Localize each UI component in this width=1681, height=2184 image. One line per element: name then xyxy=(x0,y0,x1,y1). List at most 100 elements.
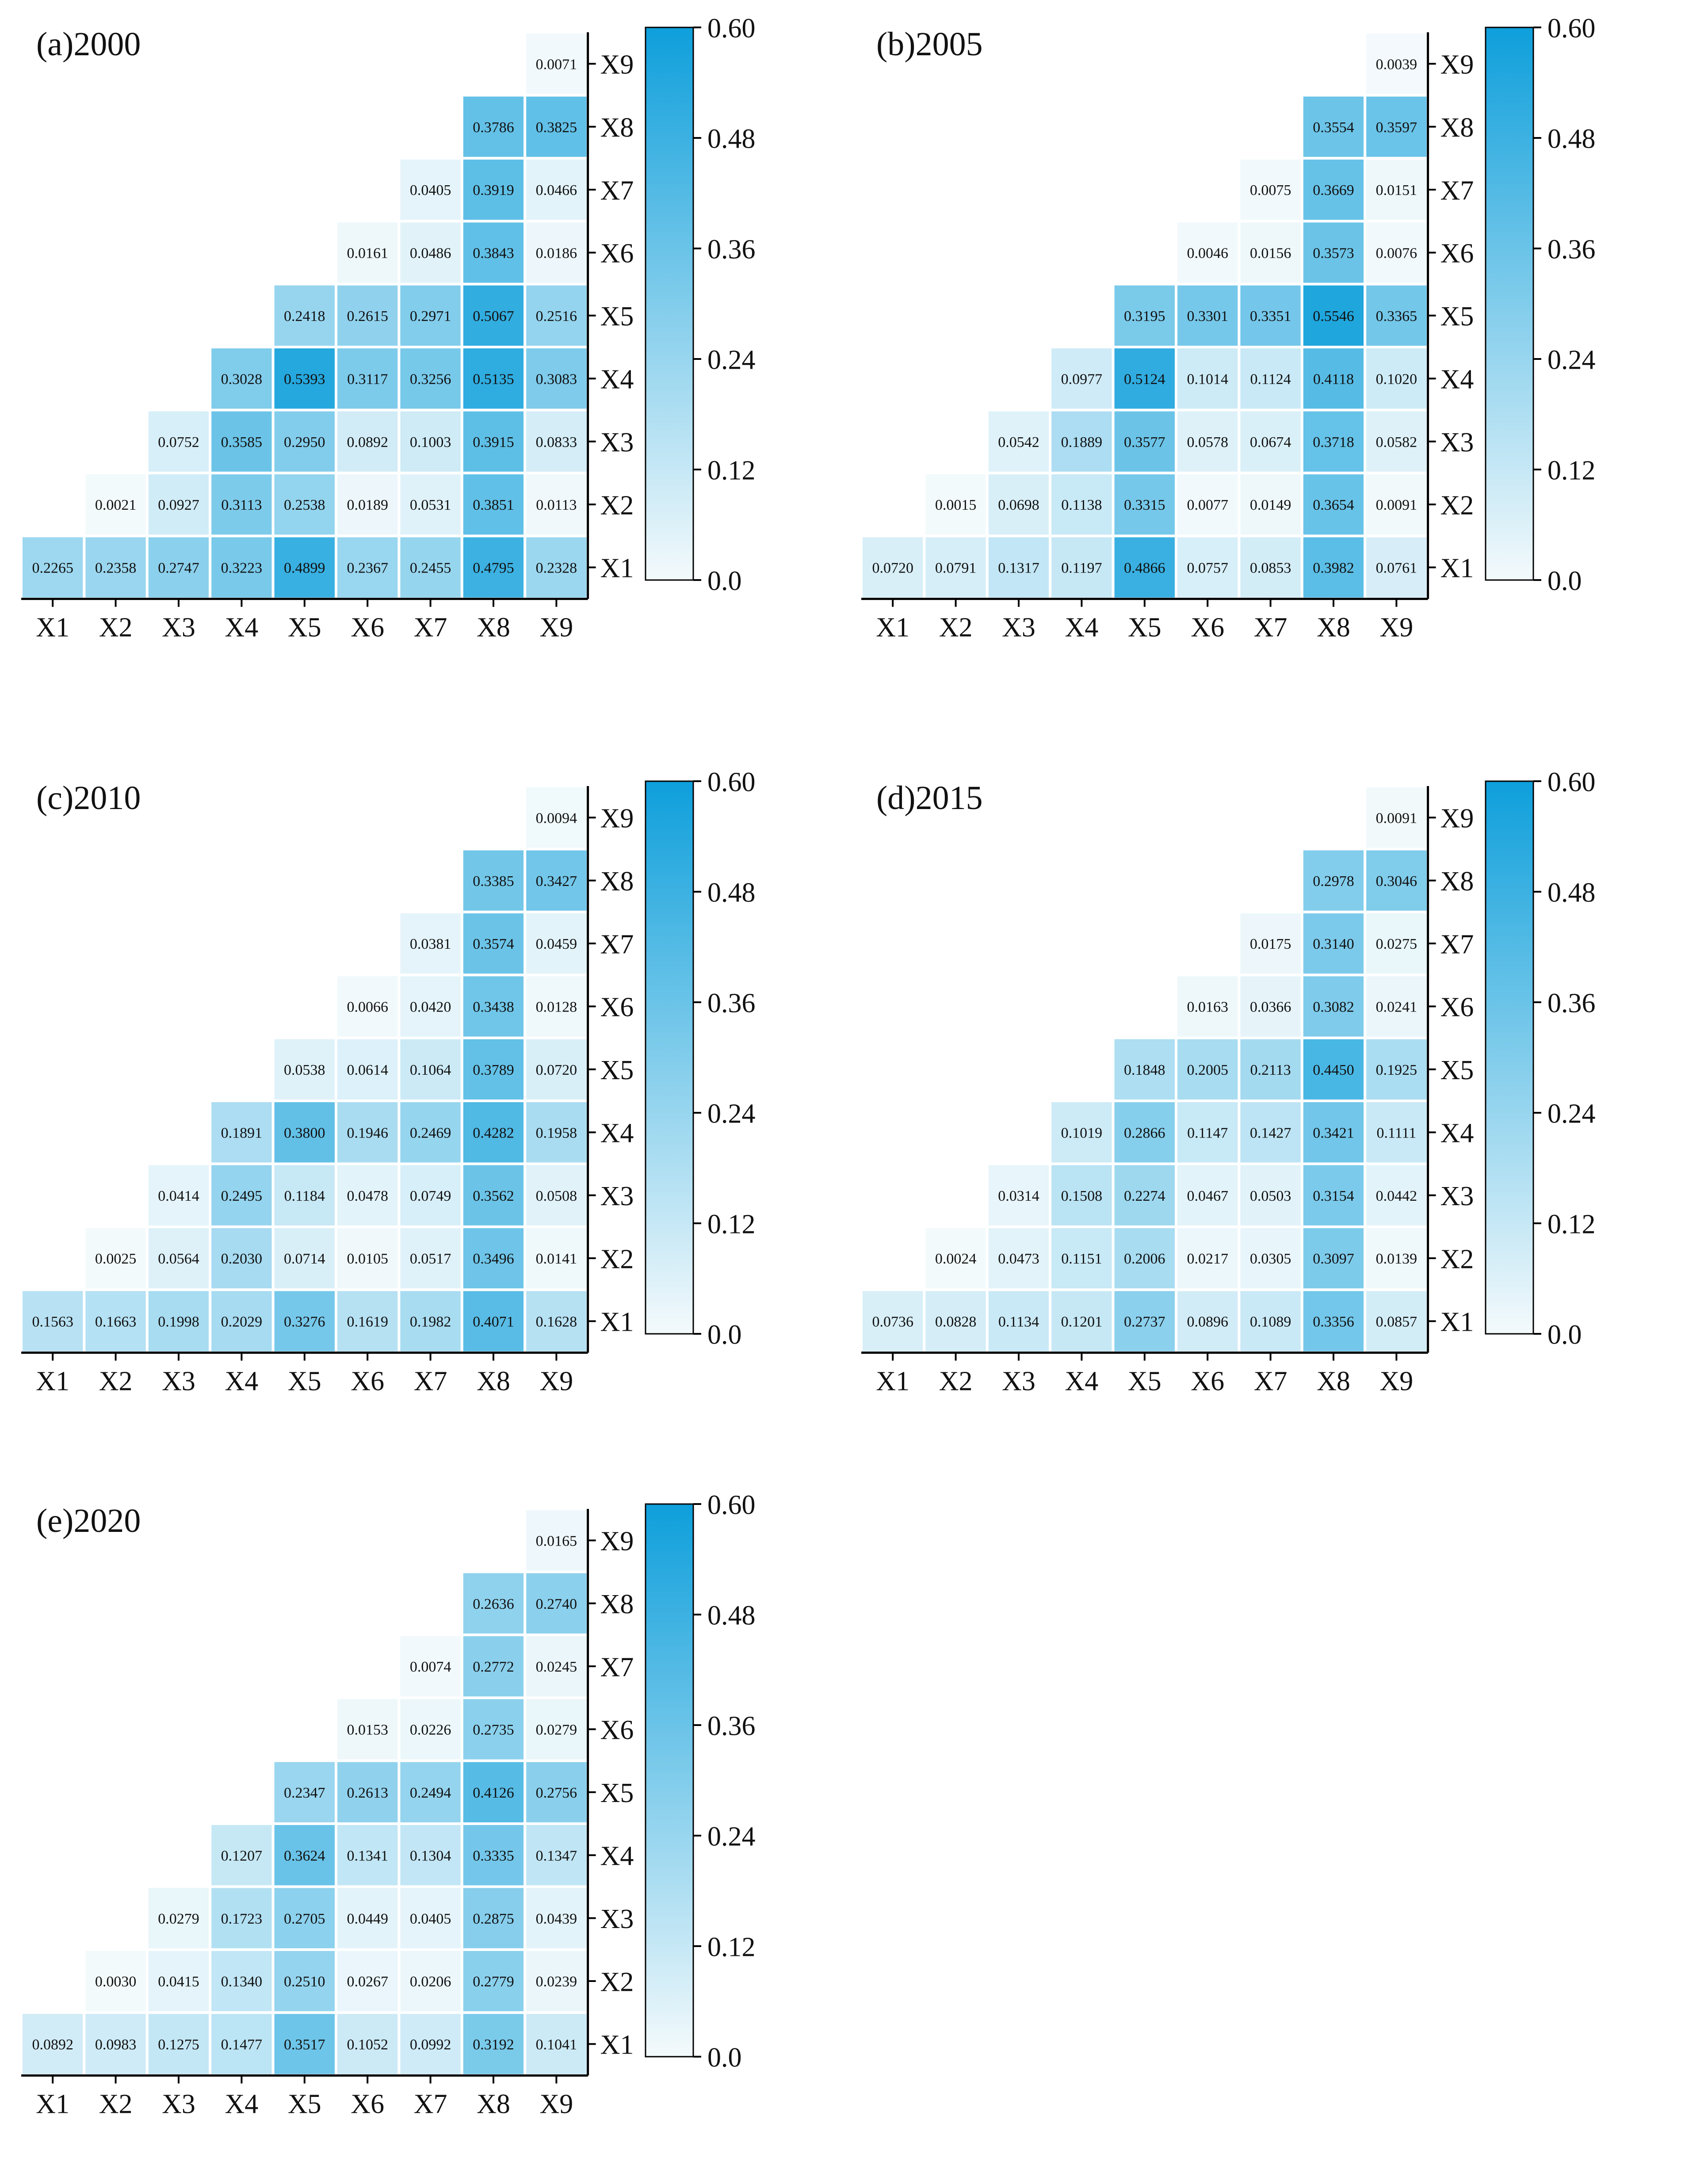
cell-value-label: 0.1124 xyxy=(1250,371,1291,387)
x-tick-label: X2 xyxy=(99,1367,133,1397)
cell-value-label: 0.3356 xyxy=(1313,1314,1354,1330)
y-tick-label: X3 xyxy=(600,1904,634,1934)
cell-value-label: 0.0927 xyxy=(158,497,199,513)
heatmap-cell xyxy=(397,1822,463,1888)
x-tick-label: X4 xyxy=(225,613,259,643)
heatmap-cell xyxy=(460,1225,527,1291)
cell-value-label: 0.0105 xyxy=(347,1251,388,1267)
cell-value-label: 0.3223 xyxy=(221,560,263,577)
cell-value-label: 0.3097 xyxy=(1313,1251,1354,1267)
cell-value-label: 0.2469 xyxy=(410,1125,451,1141)
cell-value-label: 0.0186 xyxy=(536,245,577,262)
cell-value-label: 0.3669 xyxy=(1313,182,1354,199)
colorbar-tick-label: 0.24 xyxy=(1547,345,1596,375)
cell-value-label: 0.3192 xyxy=(473,2037,514,2053)
heatmap-cell xyxy=(1049,1162,1115,1228)
y-tick-label: X7 xyxy=(1440,176,1474,206)
heatmap-cell xyxy=(335,346,401,412)
y-tick-label: X8 xyxy=(600,1589,634,1619)
heatmap-cell xyxy=(460,535,527,600)
cell-value-label: 0.0486 xyxy=(410,245,451,262)
cell-value-label: 0.0992 xyxy=(410,2037,451,2053)
y-tick-label: X4 xyxy=(1440,365,1474,395)
colorbar-gradient xyxy=(645,1503,694,2058)
cell-value-label: 0.3554 xyxy=(1313,119,1354,136)
cell-value-label: 0.0439 xyxy=(536,1911,577,1927)
cell-value-label: 0.0077 xyxy=(1187,497,1228,513)
heatmap-cell xyxy=(209,2011,275,2077)
cell-value-label: 0.3351 xyxy=(1250,308,1291,325)
cell-value-label: 0.0752 xyxy=(158,434,199,451)
panel-title: (d)2015 xyxy=(876,779,983,817)
heatmap-cell xyxy=(1175,974,1241,1039)
x-tick-label: X7 xyxy=(414,2089,447,2119)
cell-value-label: 0.2455 xyxy=(410,560,451,577)
colorbar-tick-label: 0.24 xyxy=(707,1099,756,1129)
heatmap-cell xyxy=(986,409,1052,474)
y-tick-label: X9 xyxy=(1440,804,1474,834)
heatmap-cell xyxy=(1300,157,1367,223)
y-tick-label: X9 xyxy=(600,804,634,834)
cell-value-label: 0.3718 xyxy=(1313,434,1354,451)
cell-value-label: 0.0217 xyxy=(1187,1251,1228,1267)
colorbar-tick-label: 0.36 xyxy=(1547,988,1596,1018)
cell-value-label: 0.0163 xyxy=(1187,999,1228,1016)
cell-value-label: 0.0279 xyxy=(536,1722,577,1738)
cell-value-label: 0.0189 xyxy=(347,497,388,513)
cell-value-label: 0.3496 xyxy=(473,1251,514,1267)
cell-value-label: 0.0833 xyxy=(536,434,577,451)
cell-value-label: 0.5124 xyxy=(1124,371,1165,387)
colorbar-gradient xyxy=(1485,27,1534,581)
y-tick-label: X4 xyxy=(1440,1119,1474,1149)
cell-value-label: 0.1019 xyxy=(1061,1125,1103,1141)
heatmap-cells: 0.0736 0.0828 0.1134 0.1201 0.2737 0.0896 0.10… xyxy=(860,785,1429,1354)
heatmap-cell xyxy=(523,157,589,223)
x-tick-label: X8 xyxy=(1317,1367,1350,1397)
heatmap-cell xyxy=(1049,535,1115,600)
cell-value-label: 0.3028 xyxy=(221,371,263,387)
y-tick-label: X6 xyxy=(600,1715,634,1745)
cell-value-label: 0.2006 xyxy=(1124,1251,1165,1267)
heatmap-cell xyxy=(523,1162,589,1228)
heatmap-cell xyxy=(335,1288,401,1354)
x-tick-label: X4 xyxy=(225,2089,259,2119)
x-tick-label: X9 xyxy=(540,613,573,643)
cell-value-label: 0.1064 xyxy=(410,1062,451,1078)
heatmap-cell xyxy=(923,471,989,538)
y-tick-label: X9 xyxy=(600,50,634,80)
heatmap-cells: 0.2265 0.2358 0.2747 0.3223 0.4899 0.2367 0.24… xyxy=(20,31,589,600)
colorbar-tick-label: 0.60 xyxy=(1547,767,1596,797)
heatmap-cell xyxy=(460,157,527,223)
y-tick-label: X1 xyxy=(1440,554,1474,584)
cell-value-label: 0.0366 xyxy=(1250,999,1291,1016)
heatmap-cell xyxy=(271,471,337,538)
heatmap-cell xyxy=(1364,31,1429,97)
cell-value-label: 0.0175 xyxy=(1250,936,1291,952)
cell-value-label: 0.3113 xyxy=(221,497,262,513)
y-tick-label: X9 xyxy=(600,1527,634,1557)
x-tick-label: X3 xyxy=(162,2089,195,2119)
cell-value-label: 0.0892 xyxy=(347,434,388,451)
cell-value-label: 0.0161 xyxy=(347,245,388,262)
cell-value-label: 0.0508 xyxy=(536,1188,577,1204)
cell-value-label: 0.2737 xyxy=(1124,1314,1165,1330)
heatmap-cell xyxy=(20,1288,86,1354)
heatmap-cell xyxy=(1364,409,1429,474)
colorbar-tick-label: 0.60 xyxy=(707,1490,756,1520)
cell-value-label: 0.1003 xyxy=(410,434,451,451)
panel-title: (b)2005 xyxy=(876,26,983,63)
cell-value-label: 0.4866 xyxy=(1124,560,1165,577)
heatmap-cell xyxy=(271,409,337,474)
colorbar: 0.0 0.12 0.24 0.36 0.48 0.60 xyxy=(645,767,756,1350)
heatmap-cell xyxy=(460,848,527,913)
x-tick-label: X8 xyxy=(477,1367,510,1397)
cell-value-label: 0.1982 xyxy=(410,1314,451,1330)
cell-value-label: 0.0128 xyxy=(536,999,577,1016)
cell-value-label: 0.2875 xyxy=(473,1911,514,1927)
panel-title: (c)2010 xyxy=(36,779,141,817)
cell-value-label: 0.0531 xyxy=(410,497,451,513)
x-tick-label: X4 xyxy=(1065,613,1099,643)
heatmap-cell xyxy=(335,1759,401,1825)
